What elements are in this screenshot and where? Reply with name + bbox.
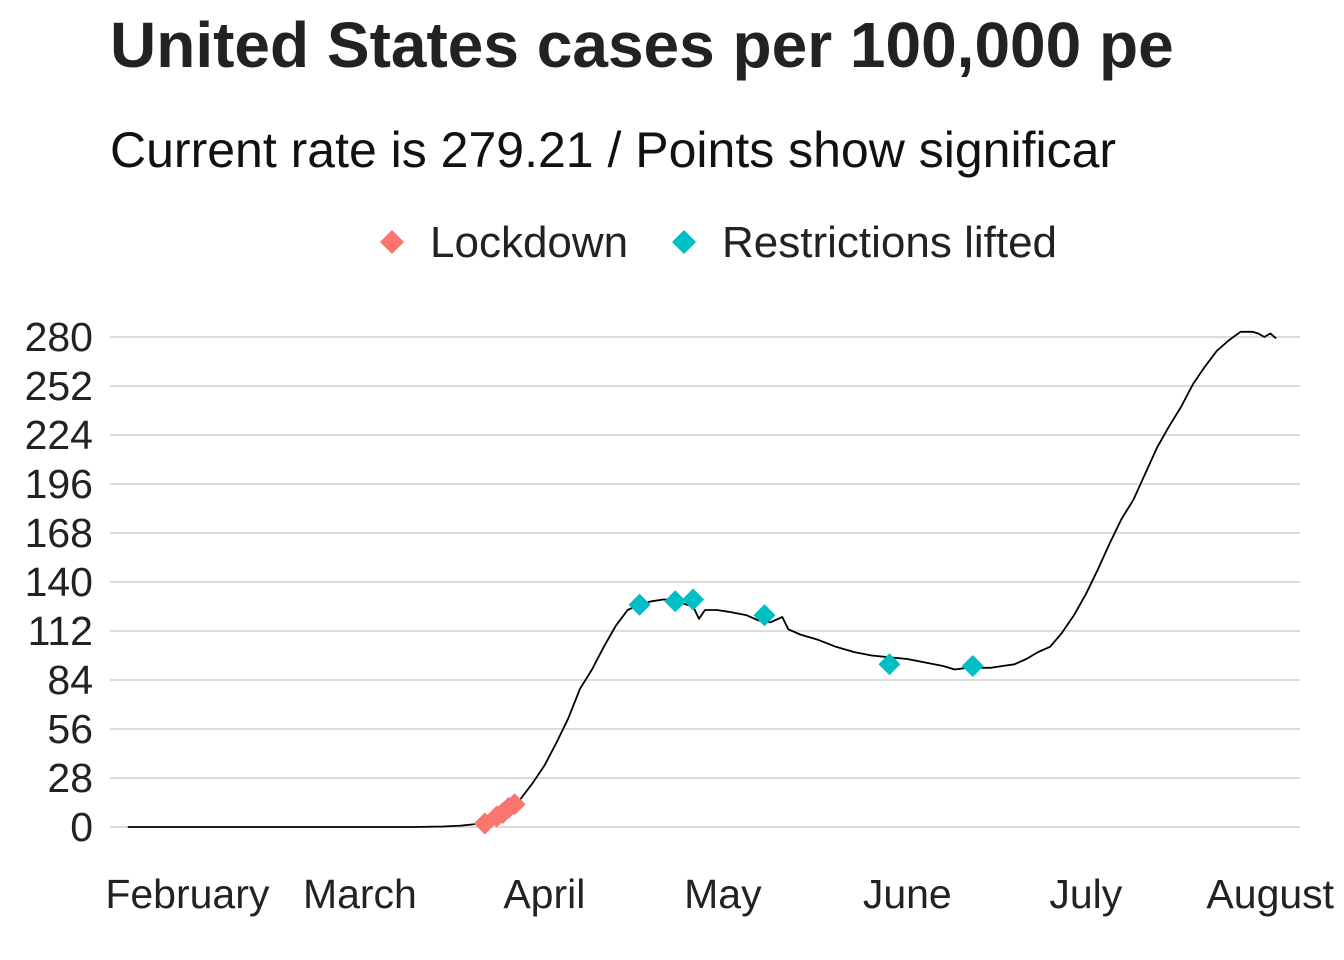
legend-key-lockdown (380, 230, 404, 254)
chart-subtitle: Current rate is 279.21 / Points show sig… (110, 122, 1116, 178)
y-tick-label: 28 (47, 755, 93, 801)
x-tick-label: March (303, 871, 417, 917)
y-tick-label: 140 (25, 559, 93, 605)
y-tick-label: 224 (25, 412, 93, 458)
legend: Lockdown Restrictions lifted (380, 218, 1057, 267)
y-tick-label: 280 (25, 314, 93, 360)
event-points (474, 589, 984, 835)
grid-lines (110, 337, 1300, 827)
y-tick-label: 84 (47, 657, 93, 703)
x-axis-ticks: February March April May June July August (105, 871, 1334, 917)
x-tick-label: July (1049, 871, 1122, 917)
event-point-restrictions-lifted (962, 655, 984, 677)
event-point-restrictions-lifted (682, 589, 704, 611)
y-tick-label: 0 (70, 804, 93, 850)
y-tick-label: 168 (25, 510, 93, 556)
event-point-restrictions-lifted (629, 594, 651, 616)
event-point-restrictions-lifted (754, 604, 776, 626)
y-tick-label: 112 (28, 608, 93, 654)
y-tick-label: 252 (25, 363, 93, 409)
y-tick-label: 196 (25, 461, 93, 507)
x-tick-label: June (863, 871, 952, 917)
legend-key-restrictions-lifted (672, 230, 696, 254)
event-point-restrictions-lifted (664, 590, 686, 612)
x-tick-label: February (105, 871, 270, 917)
chart-title: United States cases per 100,000 pe (110, 9, 1174, 81)
y-tick-label: 56 (47, 706, 93, 752)
x-tick-label: April (503, 871, 585, 917)
legend-label: Restrictions lifted (722, 218, 1057, 267)
series-line (128, 332, 1276, 827)
x-tick-label: August (1206, 871, 1334, 917)
x-tick-label: May (684, 871, 762, 917)
legend-label: Lockdown (430, 218, 628, 267)
